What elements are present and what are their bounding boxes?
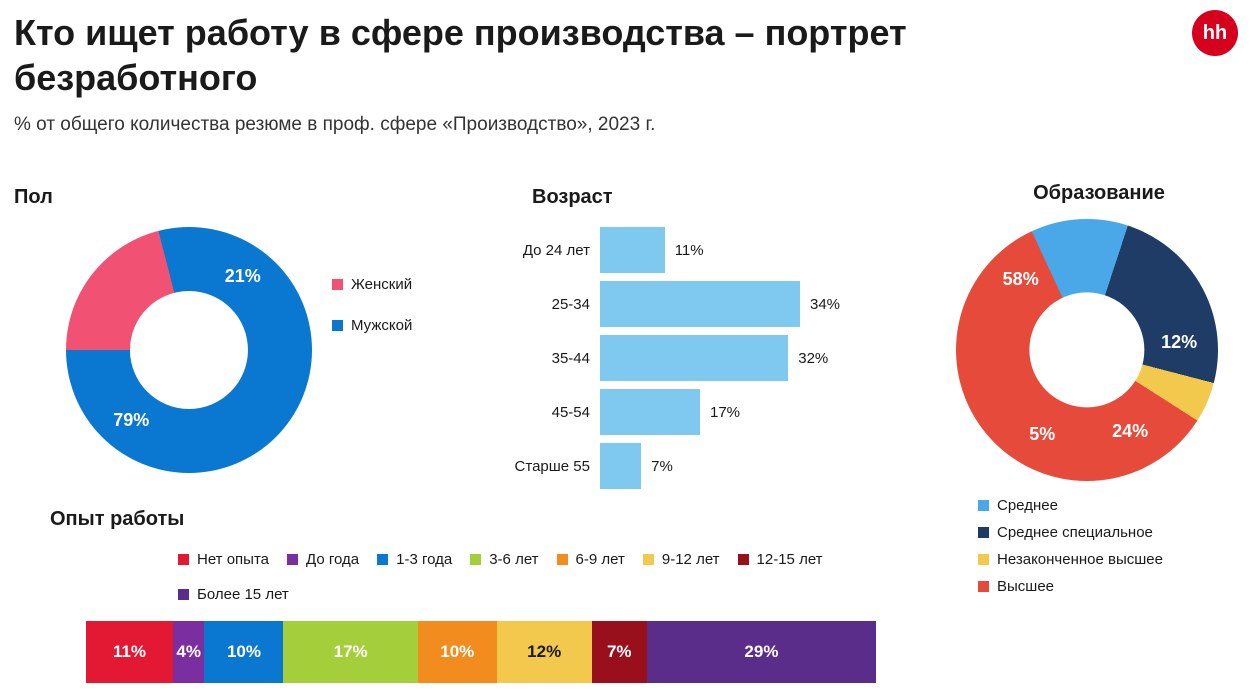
experience-legend-item: 12-15 лет xyxy=(738,551,823,568)
page-title: Кто ищет работу в сфере производства – п… xyxy=(14,10,1014,100)
experience-segment: 11% xyxy=(86,621,173,683)
experience-title: Опыт работы xyxy=(50,508,920,531)
age-chart: Возраст До 24 лет 11% 25-34 34% 35-44 32% 45-5… xyxy=(494,186,924,497)
legend-label: Среднее xyxy=(997,497,1058,514)
legend-swatch xyxy=(557,554,568,565)
education-legend-item: Среднее специальное xyxy=(978,524,1254,541)
age-row: 25-34 34% xyxy=(494,281,924,327)
legend-swatch xyxy=(978,500,989,511)
education-title: Образование xyxy=(944,182,1254,205)
age-value: 17% xyxy=(710,404,740,421)
legend-label: 12-15 лет xyxy=(757,551,823,568)
age-row: 35-44 32% xyxy=(494,335,924,381)
age-row-label: 35-44 xyxy=(494,350,590,367)
legend-label: Среднее специальное xyxy=(997,524,1153,541)
age-bar xyxy=(600,443,641,489)
experience-legend-item: 6-9 лет xyxy=(557,551,625,568)
hh-logo: hh xyxy=(1192,10,1238,56)
legend-swatch xyxy=(332,279,343,290)
age-row-label: 45-54 xyxy=(494,404,590,421)
experience-segment: 7% xyxy=(592,621,647,683)
education-slice-label: 24% xyxy=(1112,421,1148,442)
experience-segment: 12% xyxy=(497,621,592,683)
gender-legend-item: Мужской xyxy=(332,317,412,334)
legend-swatch xyxy=(978,554,989,565)
age-bar xyxy=(600,227,665,273)
legend-swatch xyxy=(978,527,989,538)
gender-donut-hole xyxy=(130,291,248,409)
legend-swatch xyxy=(287,554,298,565)
education-donut: 12% 24% 5% 58% xyxy=(956,219,1218,481)
age-value: 34% xyxy=(810,296,840,313)
legend-label: Мужской xyxy=(351,317,412,334)
gender-title: Пол xyxy=(14,186,514,209)
experience-segment: 4% xyxy=(173,621,205,683)
experience-segment: 29% xyxy=(647,621,876,683)
legend-swatch xyxy=(178,554,189,565)
legend-label: Женский xyxy=(351,276,412,293)
legend-swatch xyxy=(332,320,343,331)
legend-label: Более 15 лет xyxy=(197,586,289,603)
age-row-label: 25-34 xyxy=(494,296,590,313)
age-bar xyxy=(600,335,788,381)
education-chart: Образование 12% 24% 5% 58% Среднее Среднее с… xyxy=(944,182,1254,605)
experience-legend-item: Более 15 лет xyxy=(178,586,289,603)
legend-label: 1-3 года xyxy=(396,551,452,568)
age-title: Возраст xyxy=(532,186,924,209)
legend-label: 9-12 лет xyxy=(662,551,720,568)
age-row-label: До 24 лет xyxy=(494,242,590,259)
education-donut-hole xyxy=(1029,292,1144,407)
legend-label: 3-6 лет xyxy=(489,551,538,568)
age-row: До 24 лет 11% xyxy=(494,227,924,273)
experience-legend-item: 1-3 года xyxy=(377,551,452,568)
age-row-label: Старше 55 xyxy=(494,458,590,475)
experience-legend-item: 9-12 лет xyxy=(643,551,720,568)
experience-legend-item: До года xyxy=(287,551,359,568)
legend-label: Нет опыта xyxy=(197,551,269,568)
education-slice-label: 5% xyxy=(1029,424,1055,445)
experience-segment: 17% xyxy=(283,621,417,683)
page-subtitle: % от общего количества резюме в проф. сф… xyxy=(14,114,1014,136)
education-legend-item: Среднее xyxy=(978,497,1254,514)
legend-swatch xyxy=(470,554,481,565)
legend-swatch xyxy=(178,589,189,600)
legend-label: До года xyxy=(306,551,359,568)
legend-label: Высшее xyxy=(997,578,1054,595)
gender-chart: Пол 21% 79% Женский Мужской xyxy=(14,186,514,473)
age-bar xyxy=(600,389,700,435)
legend-label: 6-9 лет xyxy=(576,551,625,568)
experience-legend: Нет опыта До года 1-3 года 3-6 лет 6-9 лет 9-… xyxy=(178,551,920,603)
experience-legend-item: Нет опыта xyxy=(178,551,269,568)
legend-label: Незаконченное высшее xyxy=(997,551,1163,568)
gender-legend: Женский Мужской xyxy=(332,276,412,358)
gender-slice-label: 79% xyxy=(113,410,149,431)
education-legend-item: Высшее xyxy=(978,578,1254,595)
gender-legend-item: Женский xyxy=(332,276,412,293)
age-row: Старше 55 7% xyxy=(494,443,924,489)
experience-segment: 10% xyxy=(418,621,497,683)
age-bar xyxy=(600,281,800,327)
age-value: 11% xyxy=(675,242,704,259)
age-row: 45-54 17% xyxy=(494,389,924,435)
experience-legend-item: 3-6 лет xyxy=(470,551,538,568)
legend-swatch xyxy=(978,581,989,592)
education-slice-label: 58% xyxy=(1003,269,1039,290)
legend-swatch xyxy=(643,554,654,565)
experience-bar: 11%4%10%17%10%12%7%29% xyxy=(86,621,876,683)
education-legend: Среднее Среднее специальное Незаконченное … xyxy=(978,497,1254,595)
education-legend-item: Незаконченное высшее xyxy=(978,551,1254,568)
gender-slice-label: 21% xyxy=(225,266,261,287)
age-value: 7% xyxy=(651,458,673,475)
experience-chart: Опыт работы Нет опыта До года 1-3 года 3-6 … xyxy=(50,508,920,683)
experience-segment: 10% xyxy=(204,621,283,683)
education-slice-label: 12% xyxy=(1161,332,1197,353)
gender-donut: 21% 79% xyxy=(66,227,312,473)
legend-swatch xyxy=(377,554,388,565)
age-value: 32% xyxy=(798,350,828,367)
legend-swatch xyxy=(738,554,749,565)
